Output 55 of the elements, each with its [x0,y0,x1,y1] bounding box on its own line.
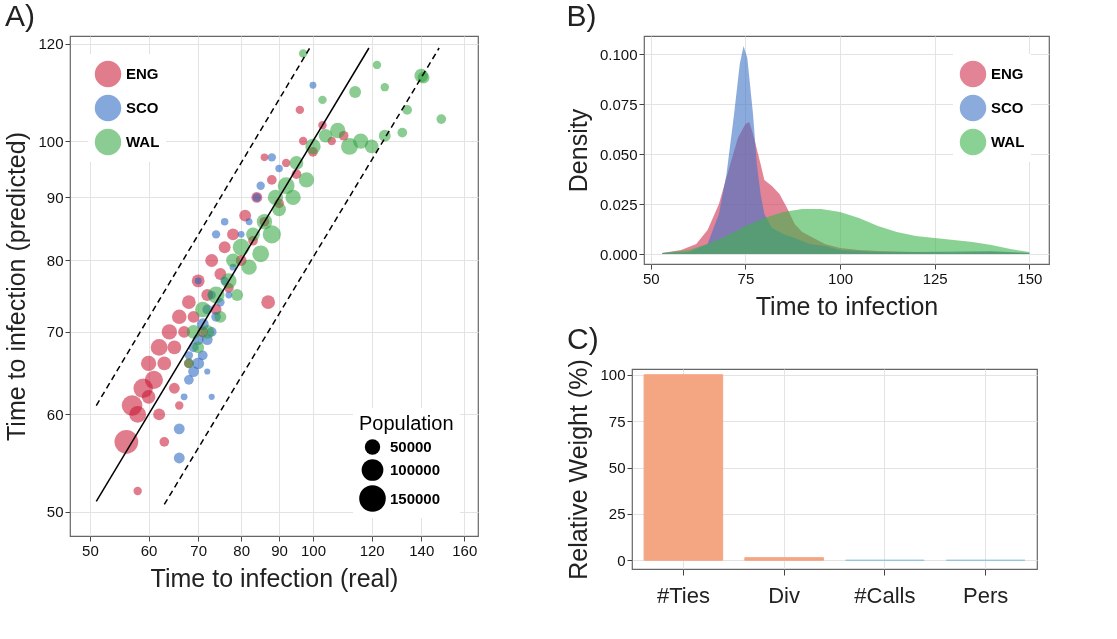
y-axis-title: Time to infection (predicted) [2,132,31,441]
legend-label: WAL [991,133,1025,150]
legend-label: ENG [126,65,159,82]
y-tick-label: 0.075 [599,95,638,113]
x-tick-label: Div [768,582,801,608]
x-tick-label: 100 [300,541,326,559]
legend-label: ENG [991,65,1024,82]
legend-label: 50000 [390,438,432,455]
x-tick-label: 150 [1017,269,1043,287]
legend-label: SCO [991,99,1024,116]
y-tick-label: 120 [38,35,64,53]
y-tick-label: 0.100 [599,45,638,63]
y-tick-label: 25 [608,505,626,523]
x-tick-label: 160 [452,541,478,559]
y-tick-label: 0.050 [599,145,638,163]
x-tick-label: Pers [962,582,1009,608]
y-tick-label: 80 [46,251,64,269]
legend-label: 100000 [390,461,441,478]
x-tick-label: 70 [190,541,208,559]
x-tick-label: 50 [642,269,660,287]
x-tick-label: 125 [922,269,948,287]
x-tick-label: 50 [82,541,99,559]
x-tick-label: 100 [828,269,854,287]
y-tick-label: 100 [600,366,626,384]
legend-label: SCO [126,99,159,116]
text: C) [566,321,599,355]
x-axis-title: Time to infection [755,291,939,320]
y-tick-label: 0.000 [599,245,638,263]
y-tick-label: 90 [46,188,64,206]
y-tick-label: 75 [608,412,626,430]
y-axis-title: Density [563,108,592,193]
x-tick-label: 90 [271,541,288,559]
text: A) [4,0,35,32]
y-tick-label: 70 [46,323,64,341]
x-tick-label: #Calls [854,582,916,608]
x-tick-label: 80 [233,541,251,559]
y-tick-label: 0.025 [599,195,638,213]
legend-title: Population [359,412,454,434]
x-tick-label: #Ties [656,582,710,608]
bar [744,557,824,561]
y-tick-label: 0 [617,551,626,569]
y-tick-label: 60 [46,405,64,423]
text: B) [566,0,597,32]
x-tick-label: 140 [409,541,435,559]
y-tick-label: 50 [608,459,626,477]
y-tick-label: 100 [38,132,64,150]
y-axis-title: Relative Weight (%) [564,359,593,580]
legend-label: 150000 [390,489,441,507]
y-tick-label: 50 [46,503,64,521]
x-tick-label: 120 [359,541,385,559]
x-tick-label: 75 [737,269,755,287]
bar [643,374,724,561]
legend-label: WAL [126,133,160,150]
x-tick-label: 60 [140,541,158,559]
x-axis-title: Time to infection (real) [150,563,399,592]
